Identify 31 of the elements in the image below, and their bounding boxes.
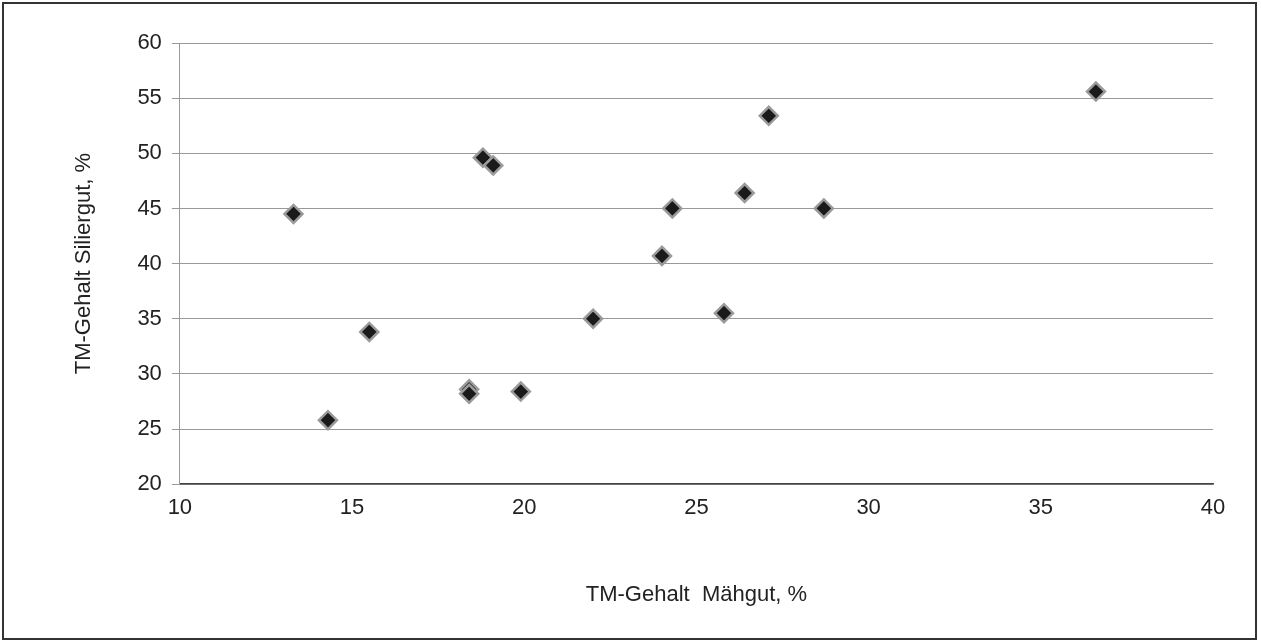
point	[758, 105, 779, 127]
x-tick-label: 10	[167, 494, 193, 520]
x-tick-label: 15	[339, 494, 365, 520]
point	[317, 409, 339, 431]
point	[359, 321, 380, 343]
point	[813, 198, 835, 219]
y-tick-label: 45	[137, 194, 162, 220]
y-tick-label: 20	[137, 470, 162, 496]
y-tick-label: 35	[137, 304, 162, 330]
x-tick-label: 35	[1028, 494, 1054, 520]
y-axis-title: TM-Gehalt Siliergut, %	[70, 152, 96, 375]
point	[651, 245, 673, 267]
point	[582, 308, 604, 329]
y-tick-label: 50	[137, 139, 162, 165]
y-tick-label: 55	[137, 84, 162, 110]
point	[662, 198, 683, 219]
x-tick-label: 40	[1200, 494, 1226, 520]
point	[713, 302, 735, 324]
y-tick-label: 60	[137, 29, 162, 55]
y-tick-label: 25	[137, 415, 162, 441]
y-tick-label: 30	[137, 359, 162, 385]
point	[283, 203, 304, 225]
x-tick-label: 30	[856, 494, 881, 520]
x-tick-label: 25	[684, 494, 709, 520]
point	[483, 155, 504, 176]
point	[1085, 81, 1107, 102]
point	[734, 182, 755, 204]
point	[510, 381, 532, 402]
x-tick-label: 20	[512, 494, 537, 520]
y-tick-label: 40	[137, 249, 162, 275]
x-axis-title: TM-Gehalt Mähgut, %	[585, 580, 808, 606]
